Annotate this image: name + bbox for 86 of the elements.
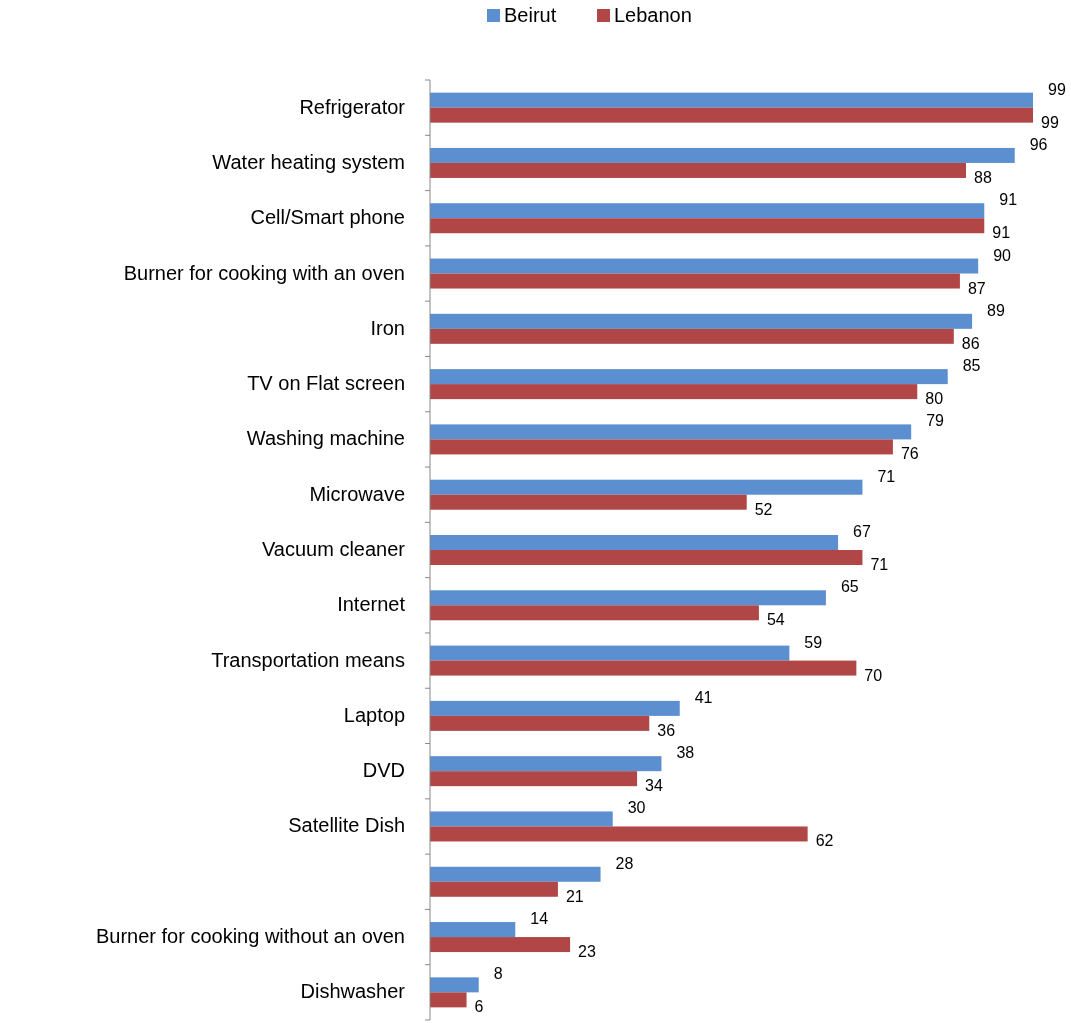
data-label: 54 bbox=[766, 611, 785, 629]
bar bbox=[430, 107, 1033, 123]
data-label: 59 bbox=[804, 633, 823, 651]
bar bbox=[430, 162, 966, 178]
bar bbox=[430, 273, 960, 289]
bar bbox=[430, 439, 893, 455]
y-tick-label: Internet bbox=[337, 593, 406, 616]
y-tick-label: Cell/Smart phone bbox=[250, 206, 405, 229]
bar bbox=[430, 424, 912, 440]
data-label: 99 bbox=[1048, 80, 1066, 98]
bar bbox=[430, 700, 680, 716]
data-label: 30 bbox=[627, 799, 646, 817]
y-tick-label: Burner for cooking without an oven bbox=[95, 925, 405, 948]
data-label: 87 bbox=[967, 279, 986, 297]
data-label: 52 bbox=[754, 500, 773, 518]
data-label: 96 bbox=[1029, 135, 1048, 153]
bar bbox=[430, 756, 662, 772]
bar bbox=[430, 535, 839, 550]
bar bbox=[430, 218, 985, 234]
y-tick-label: Dishwasher bbox=[300, 980, 406, 1003]
bar bbox=[430, 937, 571, 953]
data-label: 28 bbox=[615, 854, 634, 872]
data-label: 14 bbox=[530, 910, 549, 928]
data-label: 99 bbox=[1041, 113, 1059, 131]
y-tick-label: Microwave bbox=[309, 482, 405, 505]
data-label: 62 bbox=[815, 832, 834, 850]
data-label: 6 bbox=[474, 998, 484, 1016]
data-label: 41 bbox=[694, 688, 713, 706]
bar bbox=[430, 590, 826, 606]
data-label: 23 bbox=[578, 943, 596, 961]
bar bbox=[430, 715, 650, 731]
data-label: 91 bbox=[999, 191, 1018, 209]
data-label: 90 bbox=[993, 246, 1012, 264]
data-label: 34 bbox=[645, 777, 663, 795]
y-tick-label: Burner for cooking with an oven bbox=[123, 261, 405, 284]
y-tick-label: TV on Flat screen bbox=[247, 372, 405, 395]
y-tick-label: Satellite Dish bbox=[288, 814, 405, 837]
y-tick-label: Washing machine bbox=[246, 427, 405, 450]
bar bbox=[430, 369, 948, 385]
data-label: 86 bbox=[961, 334, 980, 352]
bar bbox=[430, 313, 973, 329]
bar bbox=[430, 147, 1015, 163]
data-label: 36 bbox=[657, 721, 676, 739]
data-label: 76 bbox=[900, 445, 919, 463]
y-tick-label: Water heating system bbox=[212, 150, 405, 173]
y-tick-label: Laptop bbox=[343, 703, 405, 726]
data-label: 38 bbox=[676, 744, 695, 762]
legend-label: Beirut bbox=[504, 4, 557, 26]
bar bbox=[430, 92, 1033, 108]
bar bbox=[430, 881, 558, 897]
data-label: 71 bbox=[870, 556, 889, 573]
bar bbox=[430, 384, 918, 400]
bar bbox=[430, 866, 601, 882]
data-label: 70 bbox=[864, 666, 883, 684]
bar bbox=[430, 922, 516, 938]
bar bbox=[430, 645, 790, 661]
data-label: 85 bbox=[962, 357, 981, 375]
bar bbox=[430, 258, 979, 274]
bar bbox=[430, 660, 857, 676]
data-label: 91 bbox=[992, 224, 1011, 242]
y-tick-label: Transportation means bbox=[211, 648, 405, 671]
data-label: 71 bbox=[877, 467, 896, 485]
bar bbox=[430, 203, 985, 219]
bar bbox=[430, 977, 479, 993]
y-tick-label: Iron bbox=[370, 316, 405, 339]
bar bbox=[430, 479, 863, 495]
bar bbox=[430, 811, 613, 827]
data-label: 8 bbox=[493, 965, 503, 983]
bar bbox=[430, 328, 954, 344]
data-label: 67 bbox=[853, 523, 871, 540]
legend-label: Lebanon bbox=[614, 4, 692, 26]
data-label: 65 bbox=[840, 578, 859, 596]
y-tick-label: Vacuum cleaner bbox=[261, 538, 406, 560]
bar bbox=[430, 826, 808, 842]
data-label: 79 bbox=[926, 412, 945, 430]
data-label: 21 bbox=[565, 887, 584, 905]
bar bbox=[430, 605, 759, 621]
y-tick-label: Refrigerator bbox=[299, 95, 406, 118]
bar bbox=[430, 550, 863, 565]
bar bbox=[430, 771, 638, 787]
data-label: 89 bbox=[987, 301, 1005, 319]
data-label: 80 bbox=[925, 390, 944, 408]
y-tick-label: DVD bbox=[362, 759, 405, 782]
bar bbox=[430, 494, 747, 510]
bar bbox=[430, 992, 467, 1008]
data-label: 88 bbox=[974, 168, 992, 186]
